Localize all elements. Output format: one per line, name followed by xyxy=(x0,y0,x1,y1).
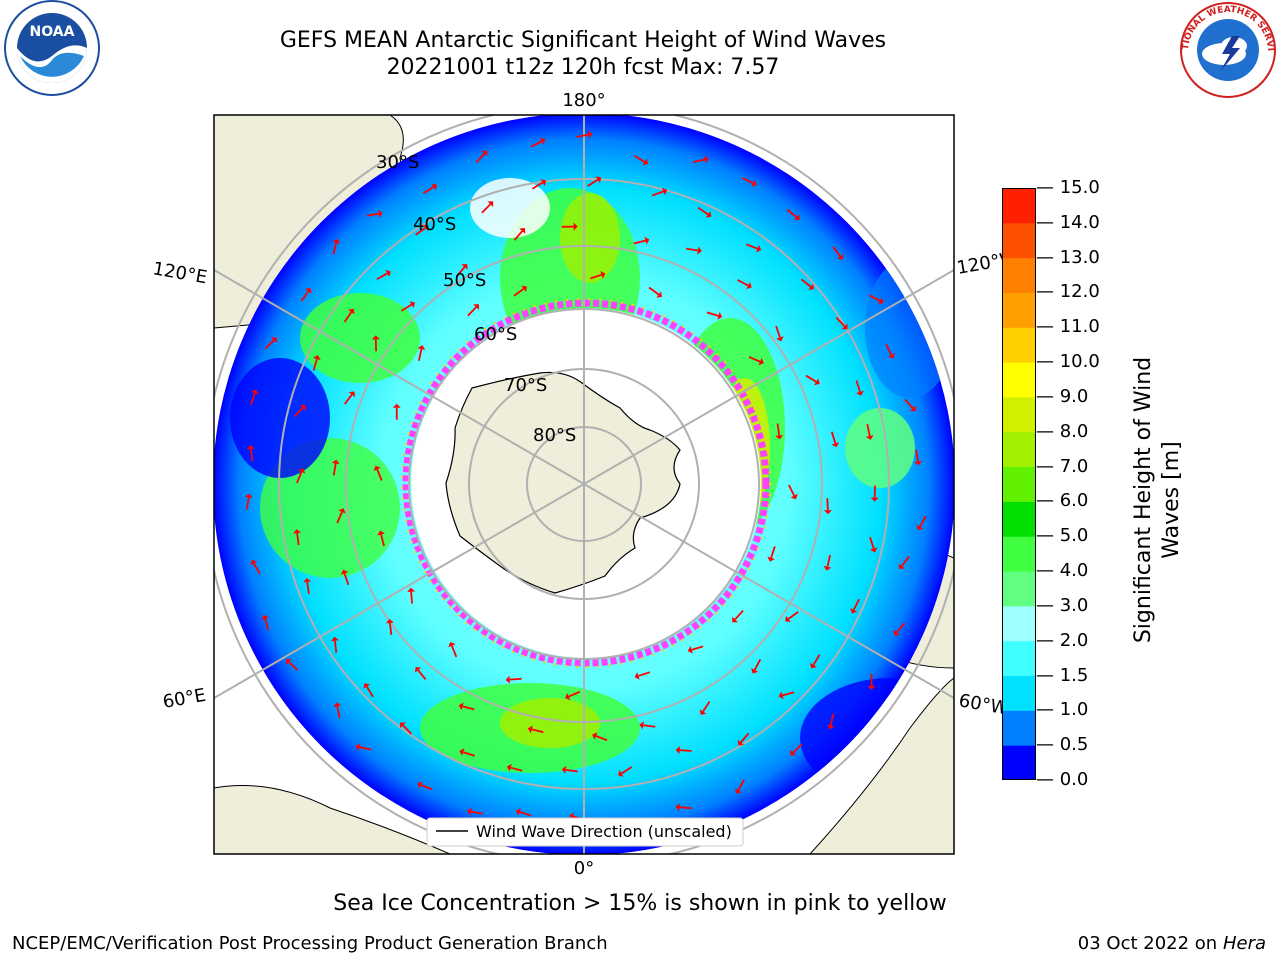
lon-label-180: 180° xyxy=(562,90,605,111)
noaa-logo: NOAA xyxy=(0,0,104,100)
colorbar-tick-label: — 1.5 xyxy=(1036,665,1088,686)
colorbar-ticks: — 0.0— 0.5— 1.0— 1.5— 2.0— 3.0— 4.0— 5.0… xyxy=(1036,188,1116,780)
colorbar xyxy=(1002,188,1036,780)
colorbar-tick-label: — 10.0 xyxy=(1036,351,1100,372)
colorbar-tick-label: — 15.0 xyxy=(1036,177,1100,198)
colorbar-tick-label: — 1.0 xyxy=(1036,699,1088,720)
colorbar-cell xyxy=(1002,745,1036,780)
wave-blob xyxy=(300,293,420,383)
colorbar-cell xyxy=(1002,327,1036,362)
wave-blob xyxy=(845,408,915,488)
colorbar-label: Significant Height of Wind Waves [m] xyxy=(1130,320,1190,680)
colorbar-tick-label: — 0.0 xyxy=(1036,769,1088,790)
colorbar-tick-label: — 14.0 xyxy=(1036,212,1100,233)
colorbar-tick-label: — 9.0 xyxy=(1036,386,1088,407)
footer-date: 03 Oct 2022 on xyxy=(1078,933,1223,954)
colorbar-tick-label: — 8.0 xyxy=(1036,421,1088,442)
lat-label-30s: 30°S xyxy=(376,152,419,173)
lat-label-70s: 70°S xyxy=(504,375,547,396)
colorbar-cell xyxy=(1002,710,1036,745)
colorbar-tick-label: — 6.0 xyxy=(1036,490,1088,511)
legend-label: Wind Wave Direction (unscaled) xyxy=(476,822,732,841)
colorbar-cell xyxy=(1002,606,1036,641)
colorbar-tick-label: — 13.0 xyxy=(1036,247,1100,268)
colorbar-cell xyxy=(1002,397,1036,432)
title-line-2: 20221001 t12z 120h fcst Max: 7.57 xyxy=(0,55,1166,81)
lat-label-40s: 40°S xyxy=(413,214,456,235)
wave-blob xyxy=(470,178,550,238)
colorbar-tick-label: — 11.0 xyxy=(1036,316,1100,337)
lat-label-60s: 60°S xyxy=(474,324,517,345)
map-panel: 180° 0° 120°E 60°E 120°W 60°W 30°S 40°S … xyxy=(210,88,1000,862)
caption: Sea Ice Concentration > 15% is shown in … xyxy=(0,891,1280,916)
lat-label-80s: 80°S xyxy=(533,425,576,446)
colorbar-cell xyxy=(1002,223,1036,258)
colorbar-cell xyxy=(1002,571,1036,606)
colorbar-tick-label: — 3.0 xyxy=(1036,595,1088,616)
lon-label-120e: 120°E xyxy=(151,258,209,288)
colorbar-cell xyxy=(1002,676,1036,711)
lat-label-50s: 50°S xyxy=(443,270,486,291)
colorbar-tick-label: — 4.0 xyxy=(1036,560,1088,581)
colorbar-tick-label: — 12.0 xyxy=(1036,281,1100,302)
colorbar-cell xyxy=(1002,292,1036,327)
lon-label-0: 0° xyxy=(574,858,594,879)
colorbar-tick-label: — 5.0 xyxy=(1036,525,1088,546)
footer-right: 03 Oct 2022 on Hera xyxy=(1078,933,1266,954)
colorbar-cell xyxy=(1002,188,1036,223)
colorbar-cell xyxy=(1002,467,1036,502)
map-legend: Wind Wave Direction (unscaled) xyxy=(427,818,743,846)
colorbar-cell xyxy=(1002,258,1036,293)
colorbar-cell xyxy=(1002,432,1036,467)
footer-left: NCEP/EMC/Verification Post Processing Pr… xyxy=(12,933,608,954)
wave-blob xyxy=(560,193,620,283)
title-line-1: GEFS MEAN Antarctic Significant Height o… xyxy=(0,28,1166,54)
footer-host: Hera xyxy=(1223,933,1266,954)
colorbar-cell xyxy=(1002,501,1036,536)
lon-label-60e: 60°E xyxy=(161,685,207,713)
colorbar-tick-label: — 0.5 xyxy=(1036,734,1088,755)
national-weather-service-logo: NATIONAL WEATHER SERVICE xyxy=(1178,0,1280,100)
colorbar-cell xyxy=(1002,362,1036,397)
colorbar-tick-label: — 2.0 xyxy=(1036,630,1088,651)
colorbar-tick-label: — 7.0 xyxy=(1036,456,1088,477)
colorbar-cell xyxy=(1002,536,1036,571)
svg-text:NOAA: NOAA xyxy=(30,24,75,40)
colorbar-cell xyxy=(1002,641,1036,676)
